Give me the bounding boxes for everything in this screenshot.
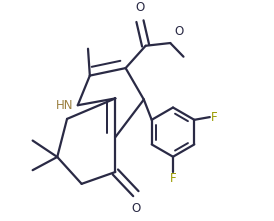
Text: F: F [211,110,218,124]
Text: O: O [135,1,145,14]
Text: F: F [170,172,176,185]
Text: O: O [174,25,184,38]
Text: O: O [131,202,141,215]
Text: HN: HN [56,99,74,112]
